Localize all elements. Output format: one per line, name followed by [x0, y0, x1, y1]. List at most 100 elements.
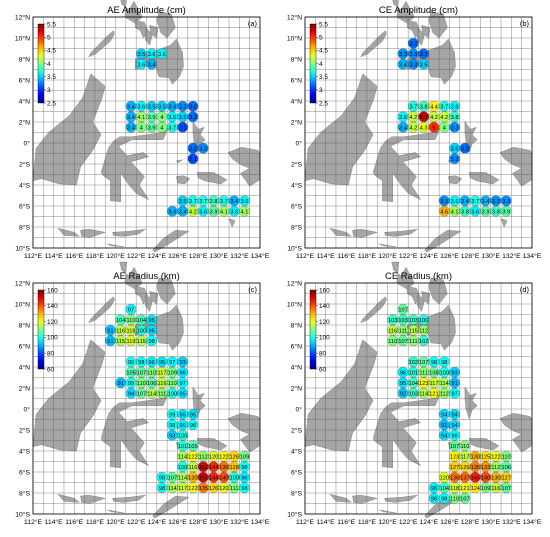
- cell-value-label: 103: [388, 318, 397, 324]
- lat-tick-label: 10°S: [15, 511, 30, 519]
- lon-tick-label: 130°E: [209, 518, 228, 526]
- cell-marker: [177, 121, 188, 133]
- cell-value-label: 115: [137, 339, 146, 345]
- cell-marker: [177, 356, 188, 368]
- cell-value-label: 3.6: [241, 199, 249, 205]
- cell-marker: [197, 142, 209, 154]
- cell-marker: [459, 440, 471, 452]
- cell-value-label: 3.1: [179, 125, 187, 131]
- cell-value-label: 114: [168, 486, 177, 492]
- lon-tick-label: 130°E: [481, 518, 500, 526]
- cell-value-label: 116: [116, 328, 125, 334]
- cell-value-label: 107: [398, 339, 407, 345]
- cell-value-label: 98: [159, 486, 165, 492]
- lat-tick-label: 12°N: [287, 280, 302, 288]
- lat-tick-label: 4°S: [291, 182, 302, 190]
- cell-value-label: 3.2: [461, 146, 469, 152]
- cell-value-label: 110: [127, 318, 136, 324]
- cell-value-label: 96: [431, 496, 437, 502]
- lat-tick-label: 10°N: [15, 35, 30, 43]
- cell-value-label: 110: [502, 454, 511, 460]
- land-polygon: [88, 296, 115, 324]
- cell-value-label: 122: [219, 454, 228, 460]
- lat-tick-label: 6°S: [19, 469, 30, 477]
- cell-value-label: 104: [137, 318, 146, 324]
- lat-tick-label: 10°S: [287, 511, 302, 519]
- cell-value-label: 3.6: [158, 52, 166, 58]
- cell-value-label: 98: [138, 360, 144, 366]
- cell-marker: [125, 303, 137, 315]
- cell-marker: [239, 482, 250, 494]
- lon-tick-label: 134°E: [251, 252, 270, 260]
- cell-value-label: 95: [149, 318, 155, 324]
- cell-value-label: 4: [160, 125, 163, 131]
- colorbar-tick-label: 100: [319, 335, 330, 342]
- lat-tick-label: 10°N: [287, 301, 302, 309]
- cell-value-label: 4.1: [220, 209, 228, 215]
- lon-tick-label: 128°E: [461, 518, 480, 526]
- cell-value-label: 3.9: [148, 115, 156, 121]
- lon-tick-label: 128°E: [189, 252, 208, 260]
- cell-value-label: 96: [431, 486, 437, 492]
- land-polygon: [176, 159, 183, 164]
- cell-value-label: 3.3: [399, 52, 407, 58]
- panel-label: (d): [520, 285, 530, 294]
- cell-value-label: 96: [400, 370, 406, 376]
- lon-tick-label: 122°E: [399, 252, 418, 260]
- cell-value-label: 104: [116, 318, 125, 324]
- cell-value-label: 95: [190, 412, 196, 418]
- cell-value-label: 100: [440, 370, 449, 376]
- cell-marker: [449, 377, 460, 389]
- cell-marker: [449, 121, 460, 133]
- cell-value-label: 3.5: [179, 115, 187, 121]
- cell-value-label: 96: [149, 360, 155, 366]
- panel-label: (a): [248, 19, 258, 28]
- cell-value-label: 3.9: [210, 209, 218, 215]
- lat-tick-label: 2°N: [19, 385, 30, 393]
- cell-value-label: 3.4: [127, 125, 135, 131]
- land-polygon: [152, 495, 190, 519]
- cell-value-label: 3.6: [451, 199, 459, 205]
- lat-tick-label: 4°S: [19, 182, 30, 190]
- lon-tick-label: 114°E: [45, 518, 64, 526]
- cell-value-label: 111: [409, 339, 418, 345]
- cell-value-label: 106: [502, 465, 511, 471]
- colorbar: [309, 289, 317, 370]
- lon-tick-label: 116°E: [337, 518, 356, 526]
- cell-value-label: 3.7: [440, 104, 448, 110]
- panel-b: 3.23.3 3.3 3.23.4 3.3 3.53.7 3.8 4.4 3.7 3.63.6 4…: [287, 0, 542, 260]
- cell-value-label: 3.6: [230, 209, 238, 215]
- cell-marker: [449, 111, 460, 123]
- cell-value-label: 92: [400, 391, 406, 397]
- cell-value-label: 140: [219, 475, 228, 481]
- lon-tick-label: 116°E: [65, 252, 84, 260]
- lon-tick-label: 114°E: [317, 518, 336, 526]
- lat-lon-grid: [32, 282, 261, 515]
- cell-value-label: 3.5: [158, 104, 166, 110]
- cell-value-label: 111: [419, 370, 428, 376]
- cell-value-label: 3.4: [127, 115, 135, 121]
- lat-tick-label: 0°: [296, 406, 303, 414]
- colorbar-tick-label: 3.5: [47, 74, 56, 81]
- cell-marker: [459, 142, 471, 154]
- cell-value-label: 140: [481, 475, 490, 481]
- cell-marker: [187, 440, 199, 452]
- cell-value-label: 4.1: [451, 209, 459, 215]
- cell-value-label: 3.6: [471, 209, 479, 215]
- panel-a: 3.5 3.6 3.63.6 3.43.4 3.6 3.5 3.5 3.4 3.3 3.23.4 4…: [15, 0, 270, 260]
- colorbar-tick-label: 3.5: [319, 74, 328, 81]
- cell-value-label: 109: [240, 454, 249, 460]
- cell-value-label: 114: [178, 454, 187, 460]
- cell-value-label: 3.6: [399, 115, 407, 121]
- lat-tick-label: 8°N: [19, 56, 30, 64]
- cell-value-label: 109: [481, 486, 490, 492]
- cell-value-label: 3.1: [189, 157, 197, 163]
- cell-value-label: 106: [147, 381, 156, 387]
- lon-tick-label: 126°E: [440, 252, 459, 260]
- cell-value-label: 4.4: [430, 104, 438, 110]
- lat-tick-label: 8°N: [291, 56, 302, 64]
- cell-value-label: 3.7: [189, 199, 197, 205]
- colorbar-tick-label: 60: [47, 366, 55, 373]
